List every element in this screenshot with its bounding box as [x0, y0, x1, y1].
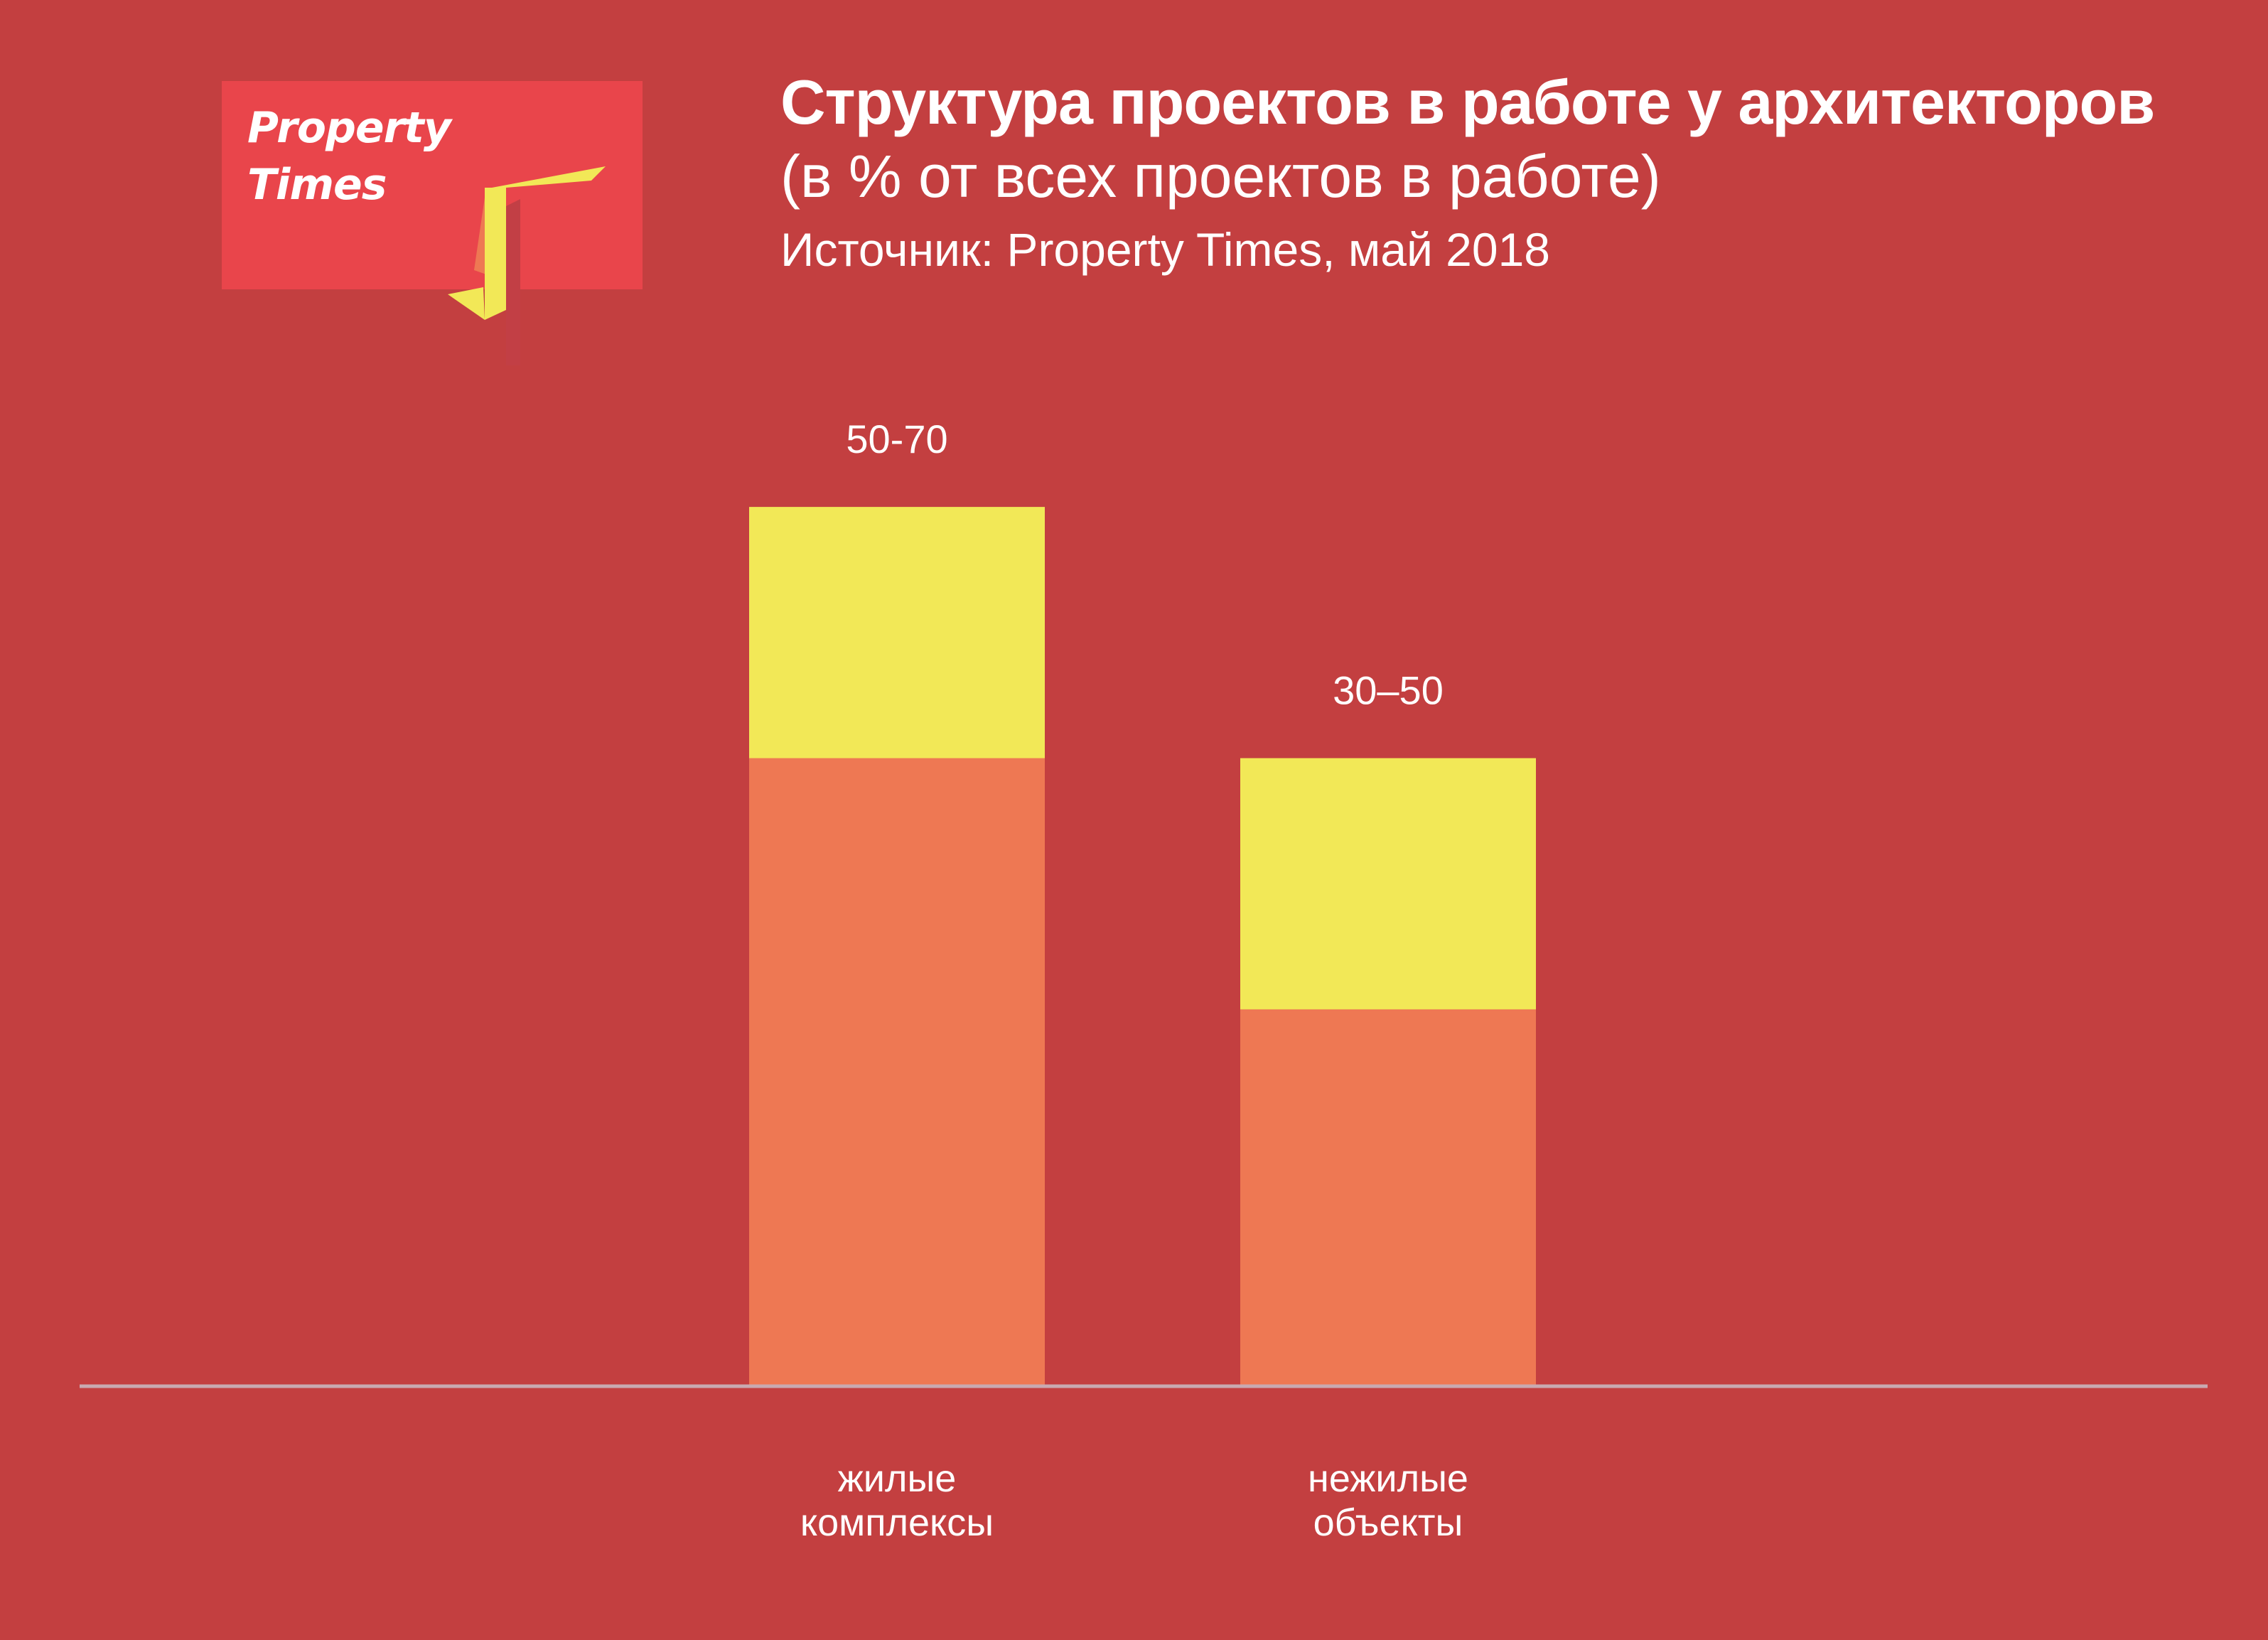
chart-source: Источник: Property Times, май 2018: [780, 223, 1551, 276]
category-label-2-line-2: объекты: [1313, 1501, 1463, 1544]
logo-mark-yellow-tip: [448, 287, 485, 320]
chart-subtitle: (в % от всех проектов в работе): [780, 143, 1661, 210]
category-label-1-line-2: комплексы: [800, 1501, 994, 1544]
bar-segment-1-1: [749, 758, 1045, 1386]
logo-line-2: Times: [247, 160, 387, 210]
data-label-2: 30–50: [1333, 668, 1444, 713]
chart-header: Структура проектов в работе у архитектор…: [780, 65, 2155, 282]
bar-segment-1-2: [749, 507, 1045, 759]
logo-mark-yellow-shape: [485, 166, 606, 320]
data-label-1: 50-70: [846, 417, 947, 461]
bar-segment-2-1: [1240, 1009, 1536, 1386]
chart-title: Структура проектов в работе у архитектор…: [780, 67, 2155, 137]
logo-line-1: Property: [247, 103, 451, 153]
logo-mark-icon: [448, 166, 606, 365]
category-label-2-line-1: нежилые: [1308, 1457, 1468, 1500]
bar-segment-2-2: [1240, 758, 1536, 1009]
logo-text: Property Times: [247, 100, 451, 213]
category-label-1-line-1: жилые: [838, 1457, 957, 1500]
logo-mark-shadow-shape: [506, 199, 520, 365]
logo: Property Times: [222, 81, 643, 365]
